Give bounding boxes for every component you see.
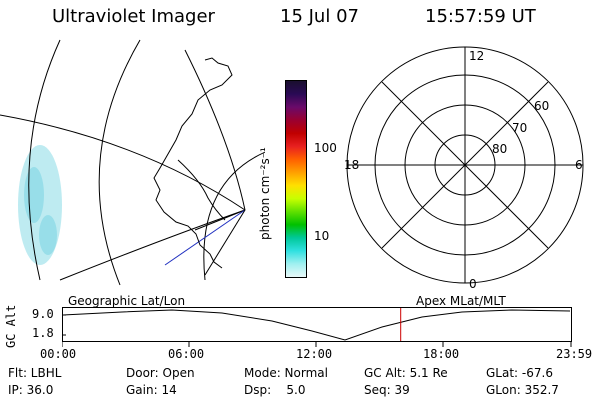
glat-status: GLat: -67.6 bbox=[486, 366, 553, 380]
coastline bbox=[177, 159, 226, 221]
latitude-arc bbox=[98, 39, 141, 286]
time-label: 15:57:59 UT bbox=[425, 6, 536, 27]
mlt-label-6: 6 bbox=[575, 158, 583, 172]
altitude-ytick: 9.0 bbox=[32, 307, 54, 321]
time-tick-label: 12:00 bbox=[296, 347, 333, 361]
altitude-ylabel: GC Alt bbox=[4, 304, 18, 348]
lat-label-70: 70 bbox=[512, 121, 527, 135]
filter-status: Flt: LBHL bbox=[8, 366, 62, 380]
lat-label-60: 60 bbox=[534, 99, 549, 113]
seq-status: Seq: 39 bbox=[364, 383, 410, 397]
colorbar-label: photon cm⁻²s⁻¹ bbox=[258, 147, 272, 240]
mode-status: Mode: Normal bbox=[244, 366, 328, 380]
time-tick-label: 06:00 bbox=[168, 347, 205, 361]
map-panel-caption: Geographic Lat/Lon bbox=[68, 294, 186, 308]
longitude-line bbox=[184, 49, 246, 211]
colorbar bbox=[285, 80, 307, 278]
time-tick-label: 23:59 bbox=[556, 347, 593, 361]
altitude-ytick: 1.8 bbox=[32, 326, 54, 340]
geographic-map bbox=[0, 39, 265, 286]
time-tick-label: 00:00 bbox=[40, 347, 77, 361]
lat-label-80: 80 bbox=[492, 142, 507, 156]
latitude-arc bbox=[28, 39, 61, 281]
time-tick-label: 18:00 bbox=[423, 347, 460, 361]
door-status: Door: Open bbox=[126, 366, 195, 380]
latitude-arc bbox=[203, 151, 265, 281]
longitude-line bbox=[204, 209, 246, 276]
colorbar-tick-label: 10 bbox=[314, 229, 330, 243]
gc-alt-status: GC Alt: 5.1 Re bbox=[364, 366, 448, 380]
gain-status: Gain: 14 bbox=[126, 383, 177, 397]
instrument-title: Ultraviolet Imager bbox=[52, 6, 215, 27]
longitude-line bbox=[194, 209, 246, 231]
mlt-label-0: 0 bbox=[469, 277, 477, 291]
polar-plot: 12 18 6 0 60 70 80 bbox=[344, 46, 584, 291]
longitude-line bbox=[164, 209, 246, 266]
dsp-status: Dsp: 5.0 bbox=[244, 383, 306, 397]
colorbar-gradient bbox=[286, 81, 306, 277]
mlt-label-18: 18 bbox=[344, 158, 359, 172]
date-label: 15 Jul 07 bbox=[280, 6, 359, 27]
longitude-line bbox=[59, 209, 246, 281]
altitude-strip-plot bbox=[62, 307, 572, 347]
ip-status: IP: 36.0 bbox=[8, 383, 54, 397]
coastline bbox=[153, 57, 233, 269]
altitude-curve bbox=[62, 309, 571, 341]
polar-panel-caption: Apex MLat/MLT bbox=[416, 294, 506, 308]
longitude-line bbox=[0, 114, 246, 211]
mlt-line bbox=[381, 81, 549, 249]
mlt-label-12: 12 bbox=[469, 49, 484, 63]
colorbar-tick-label: 100 bbox=[314, 141, 337, 155]
glon-status: GLon: 352.7 bbox=[486, 383, 559, 397]
